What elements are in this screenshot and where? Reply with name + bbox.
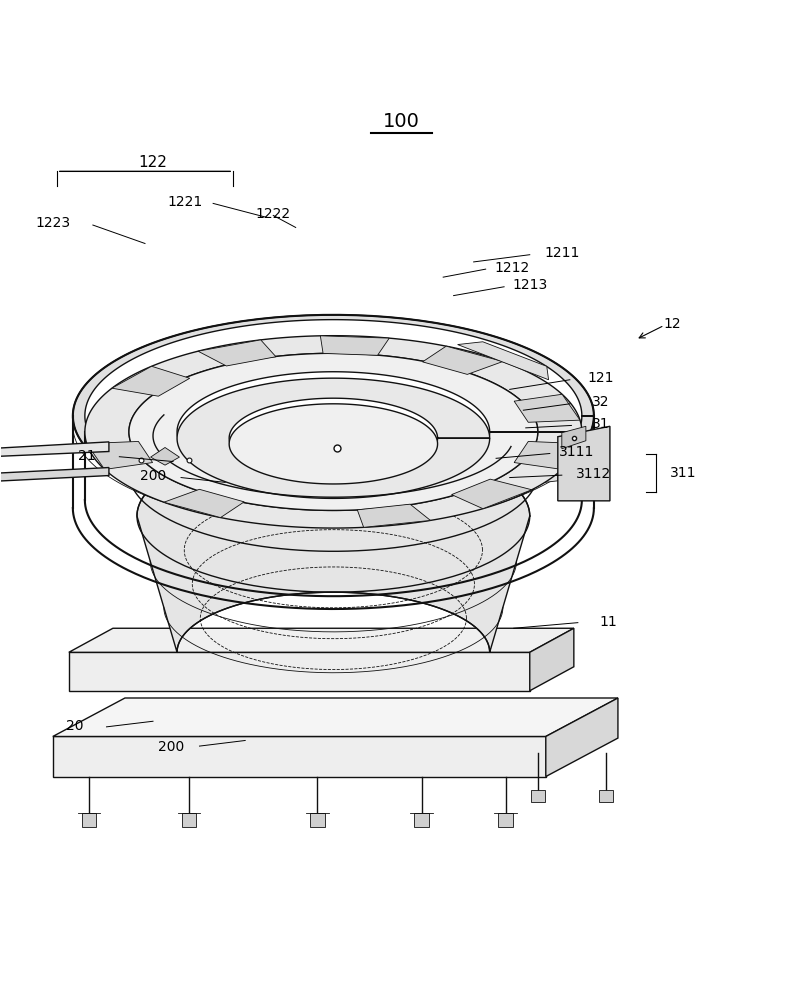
Polygon shape (111, 366, 189, 396)
Polygon shape (451, 479, 531, 509)
Text: 32: 32 (591, 395, 608, 409)
Text: 20: 20 (66, 719, 83, 733)
Text: 1212: 1212 (494, 261, 529, 275)
Polygon shape (176, 378, 489, 498)
Text: 122: 122 (139, 155, 168, 170)
Polygon shape (198, 340, 276, 366)
Polygon shape (87, 441, 152, 469)
Polygon shape (229, 404, 437, 484)
Polygon shape (422, 346, 502, 374)
Polygon shape (85, 336, 581, 528)
Polygon shape (513, 394, 579, 422)
Polygon shape (73, 315, 593, 517)
Text: 1221: 1221 (168, 195, 202, 209)
Text: 200: 200 (158, 740, 184, 754)
Text: 1211: 1211 (544, 246, 579, 260)
Polygon shape (561, 426, 585, 449)
Polygon shape (598, 790, 613, 802)
Polygon shape (557, 426, 610, 501)
Text: 31: 31 (591, 417, 609, 431)
Polygon shape (457, 342, 548, 380)
Text: 11: 11 (599, 615, 617, 629)
Polygon shape (513, 441, 579, 469)
Polygon shape (529, 628, 573, 691)
Polygon shape (181, 813, 196, 827)
Polygon shape (69, 652, 529, 691)
Polygon shape (414, 813, 428, 827)
Text: 21: 21 (79, 449, 96, 463)
Polygon shape (137, 440, 529, 652)
Polygon shape (397, 460, 589, 500)
Text: 1223: 1223 (35, 216, 71, 230)
Polygon shape (69, 628, 573, 652)
Polygon shape (498, 813, 512, 827)
Polygon shape (129, 353, 537, 510)
Text: 121: 121 (586, 371, 613, 385)
Text: 12: 12 (662, 317, 680, 331)
Text: 3112: 3112 (576, 467, 611, 481)
Polygon shape (0, 468, 109, 482)
Text: 1222: 1222 (255, 207, 290, 221)
Polygon shape (82, 813, 96, 827)
Text: 100: 100 (383, 112, 419, 131)
Polygon shape (545, 698, 618, 777)
Polygon shape (320, 336, 389, 355)
Text: 200: 200 (140, 469, 166, 483)
Polygon shape (357, 504, 430, 527)
Polygon shape (151, 447, 179, 465)
Polygon shape (164, 489, 244, 518)
Text: 311: 311 (669, 466, 695, 480)
Polygon shape (310, 813, 324, 827)
Polygon shape (530, 790, 545, 802)
Polygon shape (53, 698, 618, 736)
Text: 1213: 1213 (512, 278, 547, 292)
Text: 3111: 3111 (558, 445, 593, 459)
Polygon shape (53, 736, 545, 777)
Polygon shape (0, 442, 109, 457)
